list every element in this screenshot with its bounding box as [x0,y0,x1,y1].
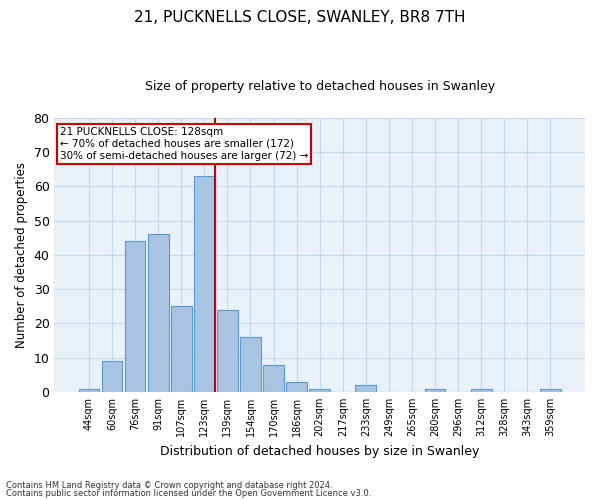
Bar [540,388,561,392]
Bar [425,388,445,392]
Y-axis label: Number of detached properties: Number of detached properties [15,162,28,348]
Text: 21, PUCKNELLS CLOSE, SWANLEY, BR8 7TH: 21, PUCKNELLS CLOSE, SWANLEY, BR8 7TH [134,10,466,25]
Bar [194,176,215,392]
Text: 21 PUCKNELLS CLOSE: 128sqm
← 70% of detached houses are smaller (172)
30% of sem: 21 PUCKNELLS CLOSE: 128sqm ← 70% of deta… [60,128,308,160]
Text: Contains HM Land Registry data © Crown copyright and database right 2024.: Contains HM Land Registry data © Crown c… [6,480,332,490]
Title: Size of property relative to detached houses in Swanley: Size of property relative to detached ho… [145,80,495,93]
Bar [355,385,376,392]
Bar [471,388,491,392]
Bar [148,234,169,392]
X-axis label: Distribution of detached houses by size in Swanley: Distribution of detached houses by size … [160,444,479,458]
Bar [171,306,191,392]
Bar [79,388,100,392]
Bar [286,382,307,392]
Bar [125,241,145,392]
Text: Contains public sector information licensed under the Open Government Licence v3: Contains public sector information licen… [6,489,371,498]
Bar [240,337,261,392]
Bar [217,310,238,392]
Bar [310,388,330,392]
Bar [263,364,284,392]
Bar [101,361,122,392]
